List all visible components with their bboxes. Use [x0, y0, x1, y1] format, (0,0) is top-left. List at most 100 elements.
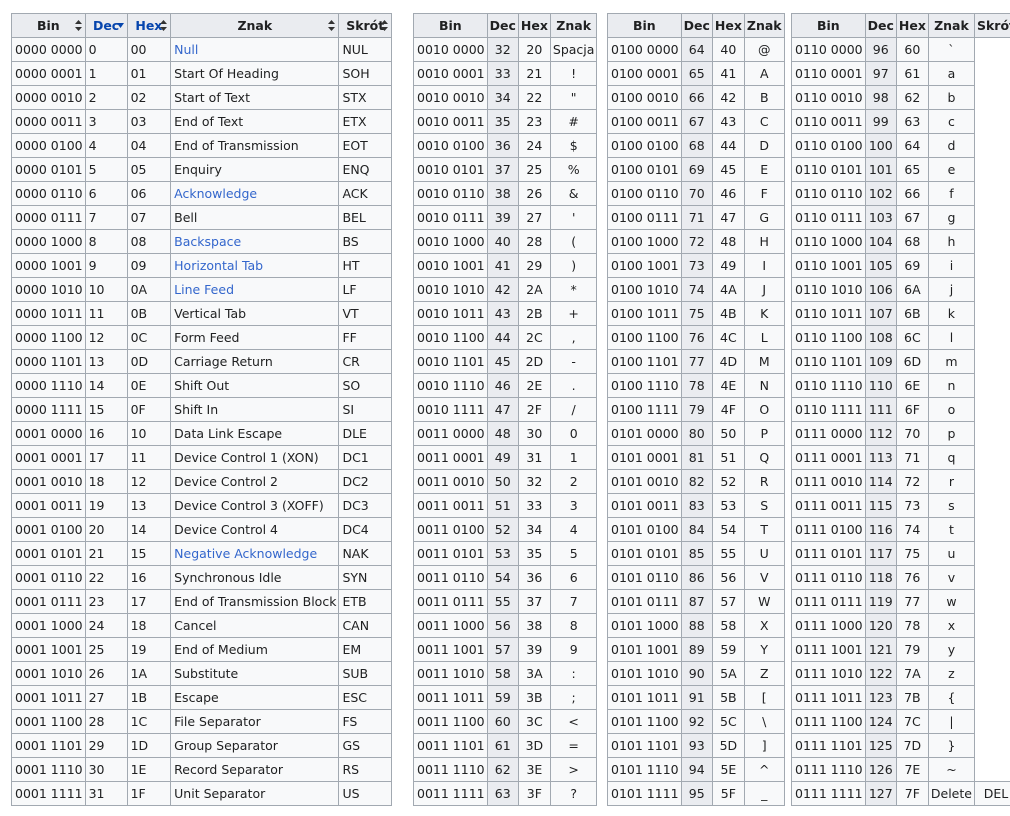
hex-cell: 1C	[126, 709, 172, 734]
name-cell: Bell	[170, 205, 340, 230]
char-cell: #	[549, 109, 598, 134]
hex-cell: 08	[126, 229, 172, 254]
column-header-znak: Znak	[549, 13, 598, 38]
empty-cell	[974, 589, 1010, 614]
char-cell: C	[743, 109, 785, 134]
dec-cell: 103	[864, 205, 897, 230]
hex-cell: 5D	[711, 733, 745, 758]
table-row: 0000 0100 4 04 End of Transmission EOT	[11, 133, 392, 158]
empty-cell	[974, 661, 1010, 686]
char-cell: L	[743, 325, 785, 350]
hex-cell: 70	[895, 421, 929, 446]
name-text: Device Control 4	[174, 522, 278, 537]
abbr-cell: LF	[338, 277, 392, 302]
name-link[interactable]: Null	[174, 42, 199, 57]
table-row: 0110 1010 106 6A j	[791, 277, 1010, 302]
hex-cell: 49	[711, 253, 745, 278]
table-header-row: Bin Dec Hex Znak Skrót	[11, 13, 392, 38]
name-link[interactable]: Horizontal Tab	[174, 258, 264, 273]
column-header-skrot[interactable]: Skrót	[338, 13, 392, 38]
empty-cell	[974, 493, 1010, 518]
table-row: 0111 1111 127 7F Delete DEL	[791, 781, 1010, 806]
table-row: 0110 0100 100 64 d	[791, 133, 1010, 158]
column-header-hex[interactable]: Hex	[126, 13, 172, 38]
bin-cell: 0000 0101	[11, 157, 86, 182]
name-link[interactable]: Backspace	[174, 234, 242, 249]
dec-cell: 79	[680, 397, 713, 422]
name-link[interactable]: Negative Acknowledge	[174, 546, 318, 561]
name-cell: File Separator	[170, 709, 340, 734]
char-cell: N	[743, 373, 785, 398]
char-cell: |	[927, 709, 975, 734]
abbr-cell: STX	[338, 85, 392, 110]
name-text: End of Text	[174, 114, 244, 129]
table-row: 0101 1111 95 5F _	[607, 781, 785, 806]
dec-cell: 50	[486, 469, 519, 494]
table-row: 0010 1001 41 29)	[413, 253, 598, 278]
table-row: 0110 0111 103 67 g	[791, 205, 1010, 230]
empty-cell	[974, 85, 1010, 110]
char-cell: 1	[549, 445, 598, 470]
table-row: 0000 0110 6 06 Acknowledge ACK	[11, 181, 392, 206]
column-header-bin[interactable]: Bin	[11, 13, 86, 38]
dec-cell: 94	[680, 757, 713, 782]
name-link[interactable]: Line Feed	[174, 282, 235, 297]
bin-cell: 0110 1000	[791, 229, 866, 254]
bin-cell: 0100 1010	[607, 277, 682, 302]
char-cell: V	[743, 565, 785, 590]
abbr-cell: SO	[338, 373, 392, 398]
dec-cell: 48	[486, 421, 519, 446]
dec-cell: 12	[84, 325, 128, 350]
bin-cell: 0110 1101	[791, 349, 866, 374]
dec-cell: 45	[486, 349, 519, 374]
name-cell: Shift In	[170, 397, 340, 422]
char-cell: (	[549, 229, 598, 254]
name-link[interactable]: Acknowledge	[174, 186, 258, 201]
bin-cell: 0001 0100	[11, 517, 86, 542]
char-cell: A	[743, 61, 785, 86]
hex-cell: 11	[126, 445, 172, 470]
bin-cell: 0101 1101	[607, 733, 682, 758]
hex-cell: 34	[517, 517, 551, 542]
char-cell: ]	[743, 733, 785, 758]
hex-cell: 6A	[895, 277, 929, 302]
char-cell: 4	[549, 517, 598, 542]
column-header-znak[interactable]: Znak	[170, 13, 340, 38]
hex-cell: 77	[895, 589, 929, 614]
bin-cell: 0111 0000	[791, 421, 866, 446]
table-row: 0101 0111 87 57 W	[607, 589, 785, 614]
bin-cell: 0101 0000	[607, 421, 682, 446]
hex-cell: 09	[126, 253, 172, 278]
table-row: 0011 1011 59 3B;	[413, 685, 598, 710]
bin-cell: 0101 1000	[607, 613, 682, 638]
hex-cell: 1A	[126, 661, 172, 686]
hex-cell: 3E	[517, 757, 551, 782]
abbr-cell: EOT	[338, 133, 392, 158]
bin-cell: 0100 1110	[607, 373, 682, 398]
table-row: 0001 0000 16 10 Data Link Escape DLE	[11, 421, 392, 446]
abbr-cell: ESC	[338, 685, 392, 710]
char-cell: ?	[549, 781, 598, 806]
dec-cell: 65	[680, 61, 713, 86]
bin-cell: 0011 0000	[413, 421, 488, 446]
bin-cell: 0100 0101	[607, 157, 682, 182]
bin-cell: 0111 0101	[791, 541, 866, 566]
empty-cell	[974, 565, 1010, 590]
sort-icon	[160, 20, 168, 31]
table-row: 0001 0001 17 11 Device Control 1 (XON) DC1	[11, 445, 392, 470]
abbr-cell: EM	[338, 637, 392, 662]
dec-cell: 83	[680, 493, 713, 518]
column-header-dec[interactable]: Dec	[84, 13, 128, 38]
char-cell: y	[927, 637, 975, 662]
hex-cell: 6F	[895, 397, 929, 422]
bin-cell: 0010 1101	[413, 349, 488, 374]
table-row: 0000 1011 11 0B Vertical Tab VT	[11, 301, 392, 326]
table-row: 0001 1011 27 1B Escape ESC	[11, 685, 392, 710]
char-cell: d	[927, 133, 975, 158]
bin-cell: 0100 0111	[607, 205, 682, 230]
char-cell: Q	[743, 445, 785, 470]
abbr-cell: NUL	[338, 37, 392, 62]
name-text: Form Feed	[174, 330, 240, 345]
hex-cell: 16	[126, 565, 172, 590]
empty-cell	[974, 253, 1010, 278]
